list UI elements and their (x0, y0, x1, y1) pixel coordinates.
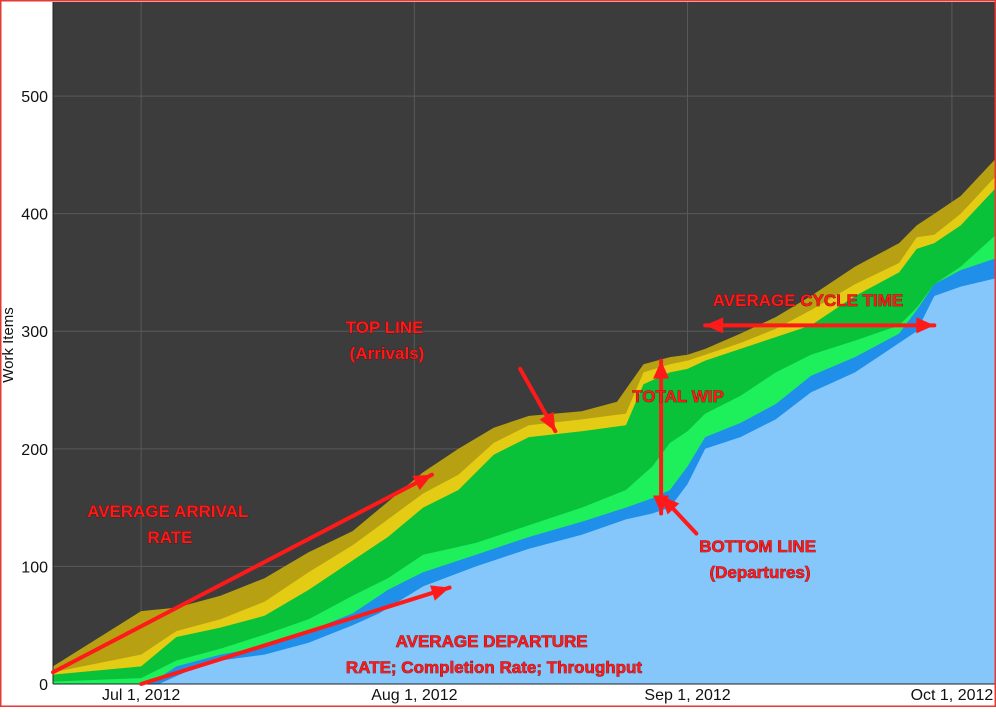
y-axis-label: Work Items (0, 307, 17, 383)
flow-bands (53, 158, 996, 685)
arrow-arrival-rate (51, 472, 434, 675)
x-tick-label: Jul 1, 2012 (102, 687, 180, 704)
annotation-average-departure-rate: AVERAGE DEPARTURE RATE; Completion Rate;… (346, 632, 643, 677)
y-tick-labels: 0 100 200 300 400 500 (21, 89, 48, 694)
x-tick-label: Aug 1, 2012 (371, 687, 457, 704)
y-tick-label: 400 (21, 207, 48, 224)
arrow-head (430, 585, 450, 601)
annotation-total-wip: TOTAL WIP (632, 387, 724, 406)
arrow-head (539, 411, 556, 432)
annotations: AVERAGE ARRIVAL RATE TOP LINE (Arrivals)… (87, 291, 904, 678)
arrow-head (653, 495, 670, 514)
arrow-head (705, 317, 724, 334)
arrow-head (916, 317, 935, 334)
x-tick-label: Sep 1, 2012 (644, 687, 730, 704)
x-tick-label: Oct 1, 2012 (911, 687, 994, 704)
annotation-average-cycle-time: AVERAGE CYCLE TIME (713, 291, 903, 310)
y-tick-label: 100 (21, 559, 48, 576)
arrow-head (412, 474, 432, 491)
arrow-departure-rate (139, 585, 452, 686)
annotation-bottom-line: BOTTOM LINE (Departures) (699, 537, 821, 582)
y-tick-label: 500 (21, 89, 48, 106)
band-band_done (53, 278, 996, 684)
axes (52, 2, 996, 685)
annotation-top-line: TOP LINE (Arrivals) (346, 318, 429, 363)
annotation-arrows (51, 317, 937, 686)
y-tick-label: 0 (39, 677, 48, 694)
annotation-average-arrival-rate: AVERAGE ARRIVAL RATE (87, 502, 253, 547)
x-tick-labels: Jul 1, 2012 Aug 1, 2012 Sep 1, 2012 Oct 1, … (102, 687, 993, 704)
y-tick-label: 300 (21, 324, 48, 341)
arrow-head (653, 360, 670, 379)
y-tick-label: 200 (21, 442, 48, 459)
